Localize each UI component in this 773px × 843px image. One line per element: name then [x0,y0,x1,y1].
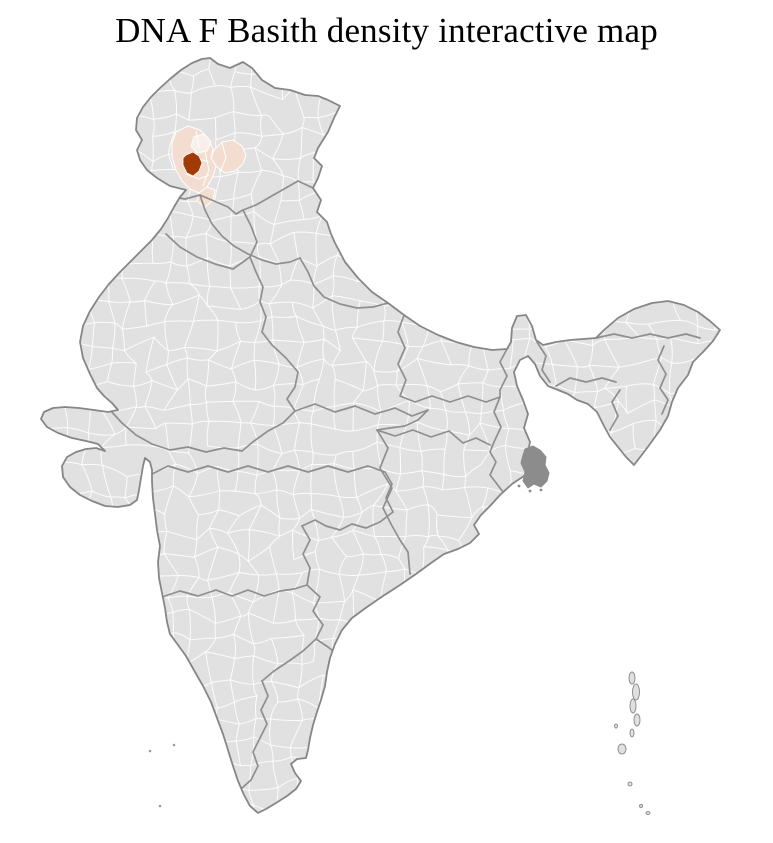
district-border-line [219,142,227,173]
islet-dot [148,749,152,753]
state-boundary-line [301,511,394,531]
state-boundary-line [103,399,243,453]
island [628,671,636,685]
island [627,781,633,787]
state-boundary-line [376,429,491,446]
state-boundary-line [165,233,251,270]
country-outline [40,57,721,814]
state-boundary-line [595,333,701,339]
island [629,728,635,738]
page-title: DNA F Basith density interactive map [115,11,658,50]
state-boundary-line [555,377,617,387]
state-boundary-line [536,341,551,383]
delta-speckle [539,488,543,492]
andaman-nicobar-islands [614,671,651,815]
state-boundary-line [199,194,301,265]
lakshadweep-islands [148,743,176,808]
river-delta-dense-area [520,445,550,489]
state-boundary-line [151,180,314,215]
delta-speckle [517,484,521,488]
district-border-line [202,151,210,187]
state-boundary-line [301,525,311,586]
island [632,683,640,701]
district-border-line [185,173,210,180]
state-boundaries [103,180,701,789]
delta-speckle [528,489,532,493]
islet-dot [158,804,162,808]
island [614,723,618,729]
state-boundary-line [161,584,308,598]
state-boundary-line [294,403,429,417]
island [617,743,627,755]
state-boundary-line [241,680,269,789]
state-boundary-line [397,314,501,403]
highlighted-district-faint[interactable] [190,133,212,154]
district-border-line [195,130,200,149]
state-boundary-line [376,409,429,431]
state-boundary-line [489,348,508,493]
island [645,811,651,815]
state-boundary-line [376,429,411,575]
highlighted-district-selected[interactable] [182,151,203,177]
islet-dot [172,743,176,747]
island [639,804,643,808]
state-boundary-line [299,257,389,309]
island [633,713,641,727]
state-boundary-line [657,345,669,415]
island [629,698,637,714]
state-boundary-line [609,389,621,431]
state-boundary-line [151,465,394,513]
